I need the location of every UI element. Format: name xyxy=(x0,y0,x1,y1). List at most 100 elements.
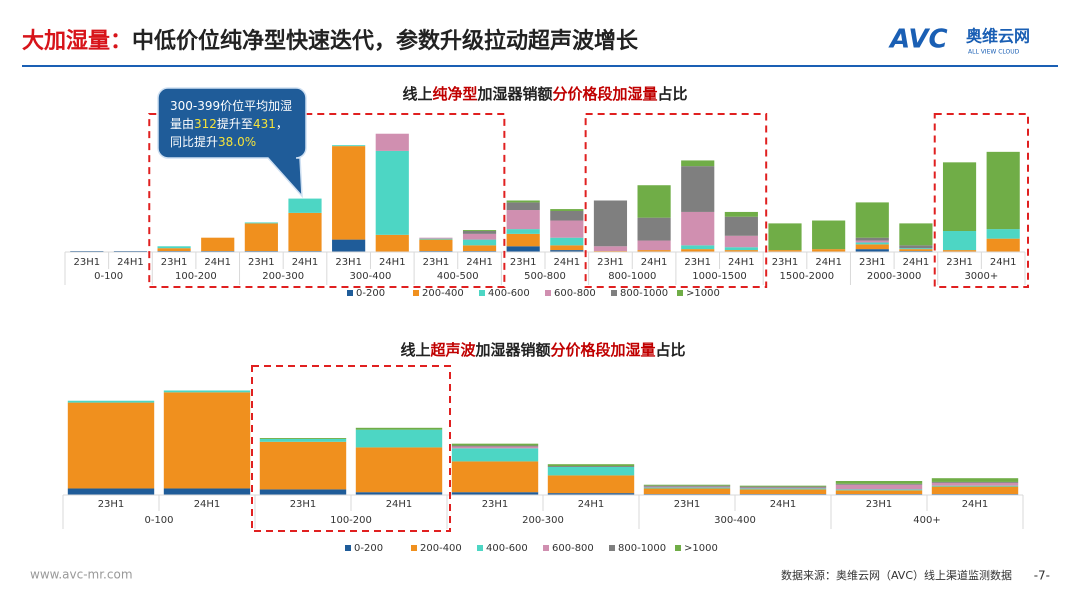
bar-segment xyxy=(724,250,758,252)
group-label: 100-200 xyxy=(175,271,217,282)
bar-segment xyxy=(259,489,347,495)
bar-segment xyxy=(986,238,1020,252)
x-tick-label: 23H1 xyxy=(597,257,624,268)
bar-segment xyxy=(768,223,802,251)
group-label: 0-100 xyxy=(94,271,123,282)
legend-label: >1000 xyxy=(686,288,720,299)
footer-source: 数据来源：奥维云网（AVC）线上渠道监测数据 xyxy=(781,568,1012,582)
bar-segment xyxy=(768,250,802,252)
text-segment: 大加湿量： xyxy=(22,29,132,54)
text-segment: 提升至 xyxy=(217,116,253,131)
bar-segment xyxy=(835,483,923,485)
text-segment: 分价格段加湿量 xyxy=(553,85,658,103)
bar-segment xyxy=(355,447,443,493)
bar-segment xyxy=(451,445,539,447)
bar-segment xyxy=(739,487,827,489)
bar-segment xyxy=(259,441,347,490)
bar-segment xyxy=(681,249,715,252)
bar-segment xyxy=(157,246,191,249)
bar-segment xyxy=(462,230,497,232)
bar-segment xyxy=(855,242,889,245)
bar-segment xyxy=(547,467,635,476)
bar-segment xyxy=(855,237,889,241)
bar-segment xyxy=(547,464,635,467)
bar-segment xyxy=(550,209,584,211)
text-segment: 中低价位纯净型快速迭代，参数升级拉动超声波增长 xyxy=(132,28,639,54)
bar-segment xyxy=(67,488,155,495)
legend-label: 600-800 xyxy=(552,543,594,554)
bar-segment xyxy=(547,475,635,494)
bar-segment xyxy=(855,202,889,238)
highlight-box xyxy=(933,113,1030,288)
bar-segment xyxy=(835,489,923,491)
callout-line: 同比提升38.0% xyxy=(170,134,256,149)
bar-segment xyxy=(643,487,731,489)
bar-segment xyxy=(419,237,453,239)
text-segment: 线上 xyxy=(402,85,432,103)
x-tick-label: 24H1 xyxy=(815,257,842,268)
bar-segment xyxy=(593,246,628,252)
highlight-box xyxy=(251,365,451,532)
group-label: 200-300 xyxy=(262,271,304,282)
x-tick-label: 24H1 xyxy=(117,257,144,268)
x-tick-label: 23H1 xyxy=(423,257,450,268)
bar-segment xyxy=(547,493,635,495)
charts: 线上纯净型加湿器销额分价格段加湿量占比 23H1 24H1 23H1 24H1 23H1 2… xyxy=(62,85,1030,554)
x-tick-label: 24H1 xyxy=(990,257,1017,268)
bar-segment xyxy=(724,235,758,248)
bar-segment xyxy=(201,237,235,252)
text-segment: 加湿器销额 xyxy=(474,341,550,359)
legend-swatch xyxy=(545,290,551,296)
bar-segment xyxy=(419,239,453,252)
bar-segment xyxy=(931,482,1019,486)
bar-segment xyxy=(899,223,933,246)
bar-segment xyxy=(550,245,584,251)
bar-segment xyxy=(681,211,715,246)
text-segment: 300-399价位平均加湿 xyxy=(170,98,292,113)
bar-segment xyxy=(355,427,443,430)
bar-segment xyxy=(637,250,671,252)
x-tick-label: 24H1 xyxy=(292,257,319,268)
bar-segment xyxy=(462,245,497,252)
text-segment: 同比提升 xyxy=(170,134,218,149)
bar-segment xyxy=(739,488,827,490)
x-tick-label: 23H1 xyxy=(946,257,973,268)
bar-segment xyxy=(332,145,366,147)
bar-segment xyxy=(681,160,715,167)
legend-swatch xyxy=(413,290,419,296)
group-label: 400-500 xyxy=(437,271,479,282)
bar-segment xyxy=(332,239,366,252)
logo-cn: 奥维云网 xyxy=(966,27,1030,46)
legend-swatch xyxy=(675,545,681,551)
bar-segment xyxy=(593,200,628,247)
x-tick-label: 23H1 xyxy=(98,499,125,510)
x-tick-label: 24H1 xyxy=(554,257,581,268)
x-tick-label: 24H1 xyxy=(962,499,989,510)
bar-segment xyxy=(899,245,933,249)
bar-segment xyxy=(986,151,1020,230)
bar-segment xyxy=(462,239,497,246)
chart-title: 线上纯净型加湿器销额分价格段加湿量占比 xyxy=(402,85,687,103)
bar-segment xyxy=(259,438,347,439)
bar-segment xyxy=(259,439,347,442)
bar-segment xyxy=(855,249,889,252)
x-tick-label: 23H1 xyxy=(510,257,537,268)
bar-segment xyxy=(506,246,540,252)
bar-segment xyxy=(462,231,497,234)
text-segment: 占比 xyxy=(658,85,688,103)
bar-segment xyxy=(643,484,731,486)
x-tick-label: 23H1 xyxy=(335,257,362,268)
legend-label: 200-400 xyxy=(422,288,464,299)
bar-segment xyxy=(835,490,923,495)
x-tick-label: 24H1 xyxy=(578,499,605,510)
bar-segment xyxy=(288,198,322,213)
bar-segment xyxy=(163,488,251,495)
x-tick-label: 23H1 xyxy=(161,257,188,268)
bar-segment xyxy=(739,489,827,495)
x-tick-label: 23H1 xyxy=(248,257,275,268)
legend-label: 200-400 xyxy=(420,543,462,554)
bar-segment xyxy=(506,229,540,234)
legend-label: 400-600 xyxy=(488,288,530,299)
bar-segment xyxy=(812,220,846,250)
